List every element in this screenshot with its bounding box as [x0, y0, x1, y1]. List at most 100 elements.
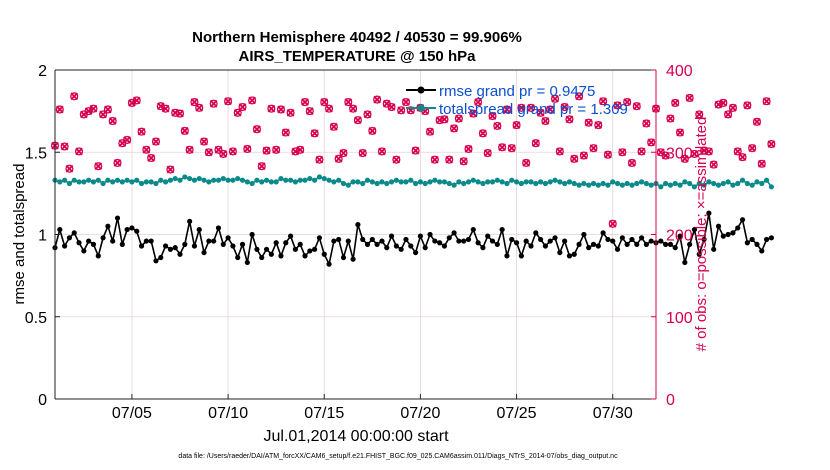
obs-possible-point [733, 147, 742, 156]
totalspread-point [76, 179, 82, 185]
obs-assimilated-point [132, 96, 141, 105]
rmse-point [720, 233, 726, 239]
rmse-point [287, 233, 294, 239]
obs-assimilated-point [594, 121, 603, 129]
obs-possible-point [724, 110, 733, 119]
totalspread-point [287, 177, 294, 183]
totalspread-point [316, 174, 323, 180]
rmse-point [129, 225, 135, 231]
obs-assimilated-point [128, 99, 136, 107]
obs-possible-point [757, 159, 766, 168]
rmse-point [119, 241, 125, 247]
rmse-point [691, 226, 698, 233]
obs-possible-point [685, 93, 694, 103]
obs-possible-point [450, 124, 459, 133]
rmse-point [158, 254, 164, 261]
rmse-point [393, 243, 399, 249]
totalspread-point [715, 182, 722, 188]
obs-assimilated-point [637, 147, 646, 156]
totalspread-point [759, 180, 765, 187]
obs-assimilated-point [137, 127, 146, 136]
obs-assimilated-point [656, 148, 665, 157]
rmse-point [413, 249, 419, 256]
rmse-point [523, 238, 529, 244]
obs-assimilated-point [281, 128, 290, 137]
totalspread-point [706, 179, 712, 185]
totalspread-point [259, 179, 265, 185]
totalspread-point [57, 179, 63, 185]
totalspread-point [360, 180, 366, 187]
totalspread-point [663, 180, 669, 187]
totalspread-point [552, 177, 558, 183]
obs-possible-point [498, 143, 507, 152]
rmse-point [610, 238, 616, 244]
obs-assimilated-point [305, 107, 314, 115]
totalspread-point [307, 175, 313, 182]
totalspread-point [600, 180, 606, 187]
obs-possible-point [546, 105, 555, 114]
totalspread-point [571, 180, 577, 187]
obs-assimilated-point [584, 118, 593, 127]
obs-assimilated-point [358, 149, 367, 157]
obs-possible-point [647, 138, 656, 147]
x-tick-label: 07/25 [497, 405, 537, 422]
rmse-point [672, 245, 678, 251]
totalspread-point [634, 180, 640, 187]
totalspread-point [528, 179, 534, 185]
rmse-point [586, 245, 592, 251]
obs-assimilated-point [503, 105, 511, 114]
obs-possible-point [123, 135, 132, 144]
obs-possible-point [430, 155, 439, 164]
rmse-point [336, 236, 342, 243]
rmse-point [638, 235, 645, 241]
totalspread-point [629, 182, 635, 188]
obs-assimilated-point [248, 96, 256, 105]
totalspread-point [249, 180, 255, 187]
rmse-point [533, 230, 539, 236]
totalspread-point [682, 179, 688, 185]
obs-possible-point [474, 98, 483, 107]
obs-possible-point [445, 155, 454, 164]
rmse-point [191, 243, 198, 249]
obs-possible-point [65, 164, 74, 173]
obs-assimilated-point [238, 103, 247, 111]
rmse-point [528, 243, 534, 249]
obs-assimilated-point [75, 147, 83, 156]
obs-possible-point [281, 128, 290, 137]
obs-possible-point [195, 103, 204, 112]
totalspread-point [648, 182, 654, 188]
totalspread-point [263, 177, 270, 183]
rmse-point [316, 235, 323, 241]
obs-assimilated-point [272, 145, 281, 154]
obs-possible-point [512, 121, 521, 130]
x-tick-label: 07/10 [208, 405, 248, 422]
obs-assimilated-point [560, 103, 569, 111]
obs-possible-point [454, 114, 463, 123]
obs-possible-point [536, 108, 545, 117]
rmse-point [446, 235, 452, 241]
y-tick-label-right: 400 [666, 63, 693, 80]
totalspread-point [451, 182, 457, 188]
rmse-point [230, 243, 236, 249]
obs-assimilated-point [671, 99, 680, 107]
totalspread-point [148, 179, 154, 185]
y-tick-label-right: 300 [666, 145, 693, 162]
y-tick-label-left: 1 [38, 228, 47, 245]
rmse-point [566, 253, 573, 259]
obs-assimilated-point [681, 154, 689, 163]
obs-possible-point [743, 101, 752, 110]
rmse-point [595, 243, 601, 249]
rmse-point [134, 228, 140, 234]
obs-possible-point [151, 137, 161, 146]
obs-possible-point [377, 147, 386, 156]
totalspread-point [364, 177, 371, 183]
obs-assimilated-point [623, 98, 631, 106]
obs-possible-point [570, 154, 579, 163]
totalspread-point [658, 184, 664, 190]
rmse-point [206, 238, 212, 244]
totalspread-point [215, 177, 222, 183]
obs-possible-point [300, 98, 310, 107]
totalspread-point [100, 180, 106, 187]
totalspread-point [744, 180, 750, 187]
obs-assimilated-point [541, 117, 550, 125]
